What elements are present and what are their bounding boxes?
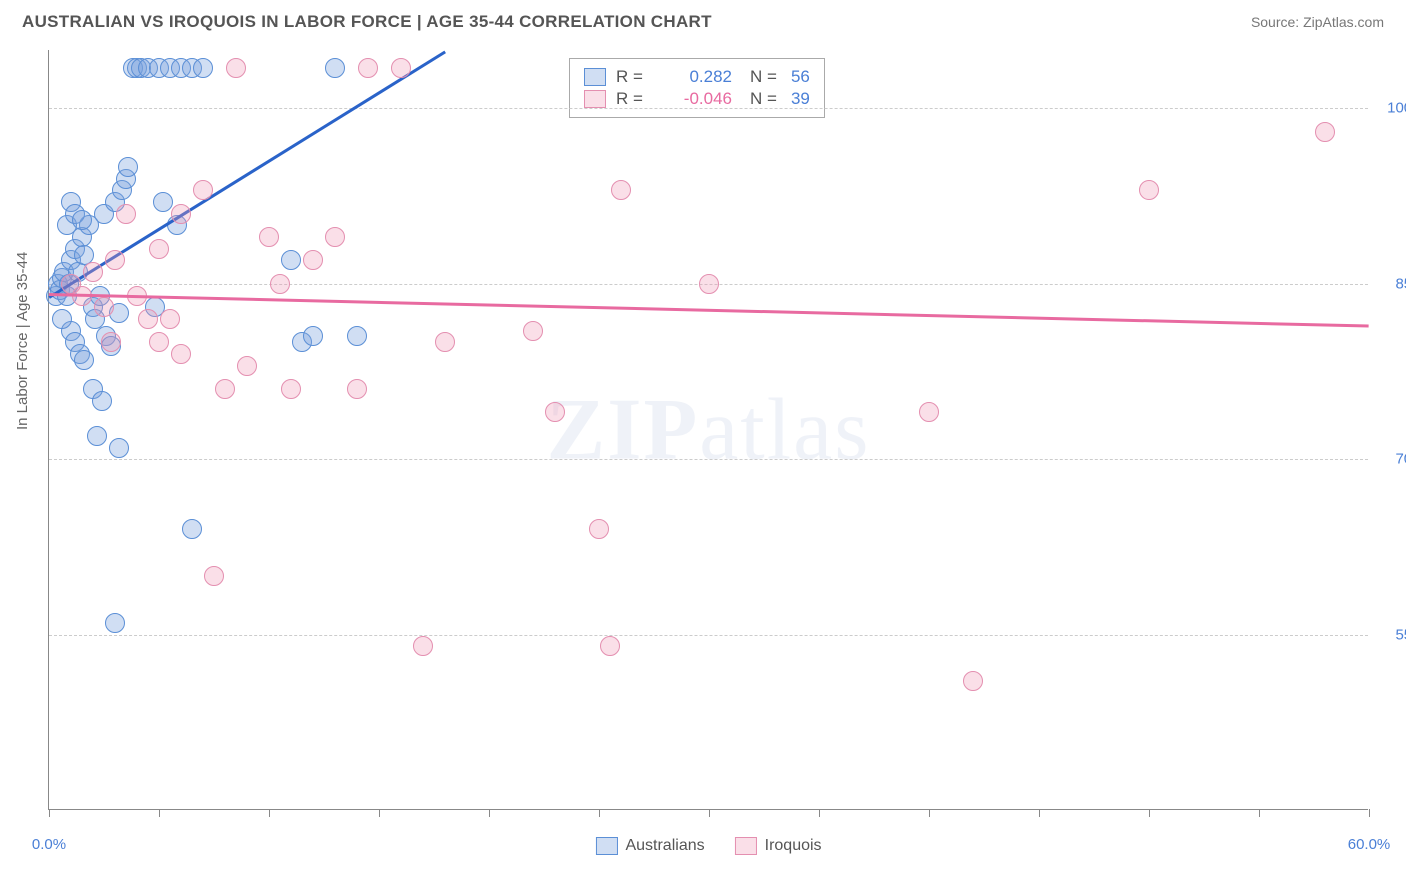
data-point <box>149 332 169 352</box>
data-point <box>347 326 367 346</box>
y-tick-label: 55.0% <box>1378 626 1406 643</box>
data-point <box>358 58 378 78</box>
x-tick <box>159 809 160 817</box>
data-point <box>149 239 169 259</box>
data-point <box>160 309 180 329</box>
x-tick <box>929 809 930 817</box>
data-point <box>237 356 257 376</box>
data-point <box>193 58 213 78</box>
data-point <box>303 250 323 270</box>
data-point <box>87 426 107 446</box>
x-tick-label: 0.0% <box>32 836 66 853</box>
legend-swatch <box>735 837 757 855</box>
x-tick <box>1149 809 1150 817</box>
legend-n-value: 56 <box>791 67 810 87</box>
data-point <box>391 58 411 78</box>
data-point <box>226 58 246 78</box>
legend-swatch <box>584 68 606 86</box>
data-point <box>1139 180 1159 200</box>
x-tick <box>819 809 820 817</box>
x-tick <box>379 809 380 817</box>
x-tick <box>709 809 710 817</box>
data-point <box>281 379 301 399</box>
x-tick-label: 60.0% <box>1348 836 1391 853</box>
legend-swatch <box>584 90 606 108</box>
x-tick <box>269 809 270 817</box>
data-point <box>83 262 103 282</box>
data-point <box>204 566 224 586</box>
legend-r-value: -0.046 <box>664 89 732 109</box>
data-point <box>72 210 92 230</box>
data-point <box>611 180 631 200</box>
legend-n-prefix: N = <box>750 67 777 87</box>
data-point <box>52 309 72 329</box>
data-point <box>347 379 367 399</box>
x-tick <box>599 809 600 817</box>
y-tick-label: 70.0% <box>1378 451 1406 468</box>
data-point <box>105 250 125 270</box>
legend-swatch <box>595 837 617 855</box>
data-point <box>325 58 345 78</box>
y-tick-label: 100.0% <box>1378 100 1406 117</box>
data-point <box>94 297 114 317</box>
scatter-plot: ZIPatlas R =0.282N =56R =-0.046N =39 Aus… <box>48 50 1368 810</box>
data-point <box>589 519 609 539</box>
data-point <box>919 402 939 422</box>
data-point <box>153 192 173 212</box>
series-legend-label: Iroquois <box>765 837 822 855</box>
legend-r-value: 0.282 <box>664 67 732 87</box>
y-axis-label: In Labor Force | Age 35-44 <box>14 252 31 430</box>
data-point <box>116 204 136 224</box>
data-point <box>182 519 202 539</box>
data-point <box>435 332 455 352</box>
data-point <box>171 204 191 224</box>
x-tick <box>489 809 490 817</box>
trend-line <box>49 293 1369 327</box>
x-tick <box>1259 809 1260 817</box>
data-point <box>259 227 279 247</box>
data-point <box>281 250 301 270</box>
data-point <box>963 671 983 691</box>
data-point <box>138 309 158 329</box>
series-legend-label: Australians <box>625 837 704 855</box>
legend-r-prefix: R = <box>616 89 654 109</box>
legend-r-prefix: R = <box>616 67 654 87</box>
data-point <box>523 321 543 341</box>
data-point <box>118 157 138 177</box>
data-point <box>74 350 94 370</box>
source-label: Source: ZipAtlas.com <box>1251 14 1384 30</box>
data-point <box>193 180 213 200</box>
legend-n-prefix: N = <box>750 89 777 109</box>
series-legend-item: Iroquois <box>735 837 822 855</box>
data-point <box>101 332 121 352</box>
series-legend-item: Australians <box>595 837 704 855</box>
data-point <box>303 326 323 346</box>
legend-row: R = 0.282 N = 56 <box>584 67 810 87</box>
data-point <box>171 344 191 364</box>
data-point <box>105 613 125 633</box>
data-point <box>545 402 565 422</box>
data-point <box>109 438 129 458</box>
data-point <box>699 274 719 294</box>
data-point <box>215 379 235 399</box>
x-tick <box>49 809 50 817</box>
data-point <box>92 391 112 411</box>
data-point <box>600 636 620 656</box>
data-point <box>270 274 290 294</box>
series-legend: Australians Iroquois <box>595 837 821 855</box>
gridline-h <box>49 459 1368 460</box>
x-tick <box>1039 809 1040 817</box>
chart-title: AUSTRALIAN VS IROQUOIS IN LABOR FORCE | … <box>22 12 712 32</box>
y-tick-label: 85.0% <box>1378 275 1406 292</box>
data-point <box>413 636 433 656</box>
gridline-h <box>49 635 1368 636</box>
x-tick <box>1369 809 1370 817</box>
watermark: ZIPatlas <box>547 379 871 480</box>
legend-row: R = -0.046 N = 39 <box>584 89 810 109</box>
data-point <box>325 227 345 247</box>
gridline-h <box>49 108 1368 109</box>
legend-n-value: 39 <box>791 89 810 109</box>
data-point <box>1315 122 1335 142</box>
